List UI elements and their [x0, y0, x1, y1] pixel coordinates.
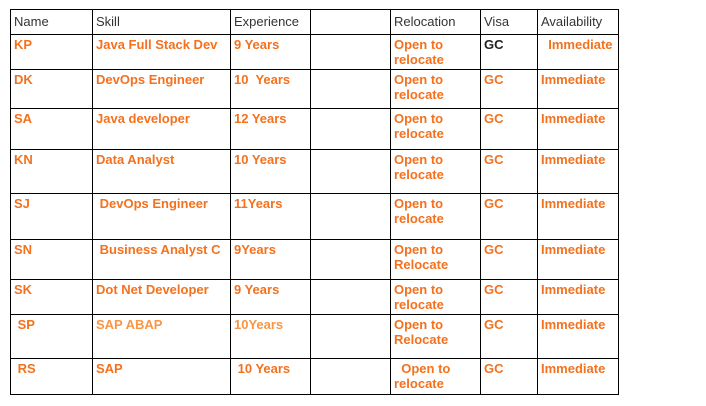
table-cell: GC	[480, 239, 538, 280]
table-cell: Immediate	[537, 193, 619, 240]
table-cell: Data Analyst	[92, 149, 231, 194]
table-row: SP SAP ABAP 10Years Open to Relocate GC Immed…	[10, 314, 619, 359]
table-cell: 12 Years	[230, 108, 311, 150]
table-cell: SAP ABAP	[92, 314, 231, 359]
table-cell: Immediate	[537, 34, 619, 70]
table-cell: Immediate	[537, 108, 619, 150]
table-cell: Open to relocate	[390, 358, 481, 395]
header-row: Name Skill Experience Relocation Visa Availab…	[10, 9, 619, 35]
table-cell: SA	[10, 108, 93, 150]
table-cell: GC	[480, 279, 538, 315]
table-row: RS SAP 10 Years Open to relocate GC Immedia…	[10, 358, 619, 395]
table-cell: 10 Years	[230, 69, 311, 109]
column-header-name: Name	[10, 9, 93, 35]
table-cell: Immediate	[537, 69, 619, 109]
table-cell: GC	[480, 314, 538, 359]
table-row: KP Java Full Stack Dev 9 Years Open to relo…	[10, 34, 619, 70]
table-cell: RS	[10, 358, 93, 395]
table-cell: SAP	[92, 358, 231, 395]
column-header-experience: Experience	[230, 9, 311, 35]
table-cell: GC	[480, 149, 538, 194]
table-body: KP Java Full Stack Dev 9 Years Open to relo…	[10, 34, 619, 395]
table-cell: DK	[10, 69, 93, 109]
column-header-spacer	[310, 9, 391, 35]
table-cell: SN	[10, 239, 93, 280]
table-cell: 11Years	[230, 193, 311, 240]
table-cell: 9 Years	[230, 34, 311, 70]
column-header-skill: Skill	[92, 9, 231, 35]
table-cell: Dot Net Developer	[92, 279, 231, 315]
column-header-visa: Visa	[480, 9, 538, 35]
candidates-table: Name Skill Experience Relocation Visa Availab…	[10, 9, 619, 395]
table-cell: Immediate	[537, 358, 619, 395]
table-cell: Open to relocate	[390, 69, 481, 109]
table-cell: GC	[480, 34, 538, 70]
table-cell: KP	[10, 34, 93, 70]
table-cell: SJ	[10, 193, 93, 240]
table-cell: Immediate	[537, 239, 619, 280]
table-cell	[310, 149, 391, 194]
table-row: SK Dot Net Developer 9 Years Open to reloca…	[10, 279, 619, 315]
table-cell: GC	[480, 69, 538, 109]
table-cell: Immediate	[537, 279, 619, 315]
table-cell: Java Full Stack Dev	[92, 34, 231, 70]
table-header: Name Skill Experience Relocation Visa Availab…	[10, 9, 619, 35]
column-header-relocation: Relocation	[390, 9, 481, 35]
table-cell: GC	[480, 108, 538, 150]
table-cell: Business Analyst C	[92, 239, 231, 280]
table-cell	[310, 69, 391, 109]
table-cell: Open to relocate	[390, 149, 481, 194]
table-row: SN Business Analyst C 9Years Open to Reloc…	[10, 239, 619, 280]
table-cell: Open to Relocate	[390, 239, 481, 280]
table-cell: 9Years	[230, 239, 311, 280]
table-cell: DevOps Engineer	[92, 69, 231, 109]
table-row: SA Java developer 12 Years Open to relocate…	[10, 108, 619, 150]
table-cell: Open to relocate	[390, 193, 481, 240]
table-cell: GC	[480, 193, 538, 240]
table-cell	[310, 358, 391, 395]
table-cell: SP	[10, 314, 93, 359]
table-cell: Open to Relocate	[390, 314, 481, 359]
table-cell: Open to relocate	[390, 279, 481, 315]
table-cell: Immediate	[537, 314, 619, 359]
table-cell: 10Years	[230, 314, 311, 359]
table-cell: GC	[480, 358, 538, 395]
table-cell: KN	[10, 149, 93, 194]
table-cell: 9 Years	[230, 279, 311, 315]
table-cell: Open to relocate	[390, 108, 481, 150]
table-cell	[310, 108, 391, 150]
table-cell	[310, 239, 391, 280]
table-row: SJ DevOps Engineer 11Years Open to relocat…	[10, 193, 619, 240]
table-cell	[310, 314, 391, 359]
table-row: KN Data Analyst 10 Years Open to relocate GC…	[10, 149, 619, 194]
table-cell: DevOps Engineer	[92, 193, 231, 240]
table-cell: SK	[10, 279, 93, 315]
table-cell	[310, 279, 391, 315]
table-cell: 10 Years	[230, 358, 311, 395]
table-row: DK DevOps Engineer 10 Years Open to relocat…	[10, 69, 619, 109]
table-cell	[310, 34, 391, 70]
column-header-availability: Availability	[537, 9, 619, 35]
table-cell: Java developer	[92, 108, 231, 150]
table-cell: 10 Years	[230, 149, 311, 194]
table-cell: Immediate	[537, 149, 619, 194]
table-cell	[310, 193, 391, 240]
table-cell: Open to relocate	[390, 34, 481, 70]
